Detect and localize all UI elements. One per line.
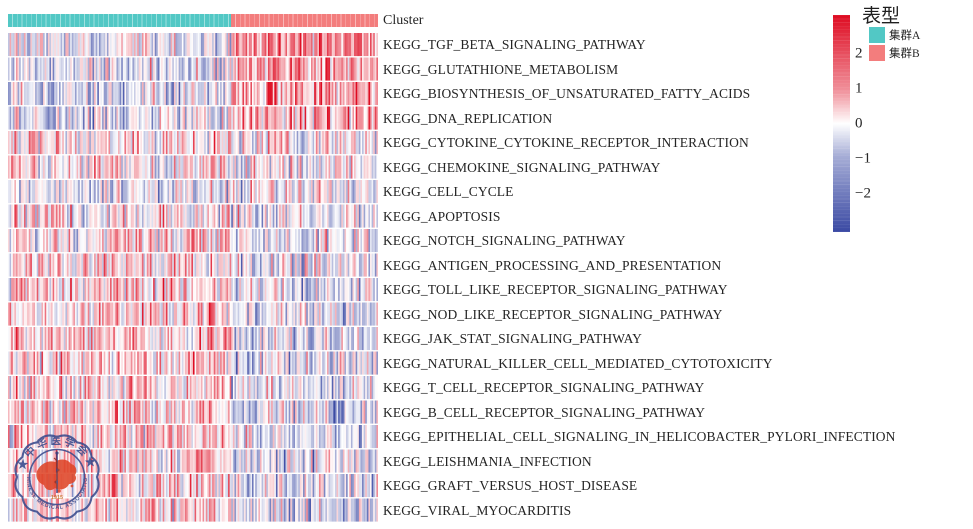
row-label: KEGG_GRAFT_VERSUS_HOST_DISEASE bbox=[383, 478, 638, 494]
cluster-segment-b bbox=[231, 14, 378, 27]
row-label: KEGG_TGF_BETA_SIGNALING_PATHWAY bbox=[383, 37, 646, 53]
seal-inner-circle bbox=[28, 448, 86, 506]
row-label: KEGG_BIOSYNTHESIS_OF_UNSATURATED_FATTY_A… bbox=[383, 86, 751, 102]
staff-and-snake-icon bbox=[53, 451, 60, 493]
row-label: KEGG_DNA_REPLICATION bbox=[383, 110, 553, 126]
cluster-annotation-bar bbox=[8, 14, 378, 27]
legend-swatch-cluster-a bbox=[869, 27, 885, 43]
pathway-row-labels: KEGG_TGF_BETA_SIGNALING_PATHWAY KEGG_GLUT… bbox=[383, 33, 971, 523]
row-label: KEGG_GLUTATHIONE_METABOLISM bbox=[383, 61, 619, 77]
heatmap-matrix bbox=[8, 33, 378, 523]
row-label: KEGG_NOD_LIKE_RECEPTOR_SIGNALING_PATHWAY bbox=[383, 306, 723, 322]
row-label: KEGG_TOLL_LIKE_RECEPTOR_SIGNALING_PATHWA… bbox=[383, 282, 728, 298]
row-label: KEGG_CELL_CYCLE bbox=[383, 184, 514, 200]
row-label: KEGG_JAK_STAT_SIGNALING_PATHWAY bbox=[383, 331, 643, 347]
colorbar-tick-label: 1 bbox=[855, 80, 863, 96]
row-label: KEGG_ANTIGEN_PROCESSING_AND_PRESENTATION bbox=[383, 257, 722, 273]
legend-title: 表型 bbox=[862, 6, 901, 27]
seal-year: 1915 bbox=[51, 495, 63, 501]
row-label: KEGG_T_CELL_RECEPTOR_SIGNALING_PATHWAY bbox=[383, 380, 705, 396]
colorbar-tick-label: 0 bbox=[855, 115, 863, 131]
row-label: KEGG_CYTOKINE_CYTOKINE_RECEPTOR_INTERACT… bbox=[383, 135, 749, 151]
colorbar-gradient bbox=[833, 15, 850, 232]
row-label: KEGG_APOPTOSIS bbox=[383, 208, 501, 224]
colorbar-tick-label: 2 bbox=[855, 45, 863, 61]
row-label: KEGG_VIRAL_MYOCARDITIS bbox=[383, 502, 572, 518]
chinese-medical-association-watermark: 1915 ★中华医学会★ CHINESE MEDICAL ASSOCIATION bbox=[2, 422, 100, 520]
seal-scalloped-border bbox=[14, 434, 100, 520]
legend-swatch-cluster-b bbox=[869, 44, 885, 61]
row-label: KEGG_NOTCH_SIGNALING_PATHWAY bbox=[383, 233, 626, 249]
row-label: KEGG_EPITHELIAL_CELL_SIGNALING_IN_HELICO… bbox=[383, 429, 896, 445]
legend-group-label: 集群A bbox=[889, 30, 921, 42]
legend-group-label: 集群B bbox=[889, 47, 920, 60]
colorbar-tick-label: −1 bbox=[855, 150, 871, 166]
row-label: KEGG_NATURAL_KILLER_CELL_MEDIATED_CYTOTO… bbox=[383, 355, 773, 371]
cluster-annotation-label: Cluster bbox=[383, 13, 424, 28]
colorbar-tick-label: −2 bbox=[855, 185, 871, 201]
cluster-segment-a bbox=[8, 14, 232, 27]
row-label: KEGG_CHEMOKINE_SIGNALING_PATHWAY bbox=[383, 159, 661, 175]
row-label: KEGG_LEISHMANIA_INFECTION bbox=[383, 453, 592, 469]
row-label: KEGG_B_CELL_RECEPTOR_SIGNALING_PATHWAY bbox=[383, 404, 706, 420]
